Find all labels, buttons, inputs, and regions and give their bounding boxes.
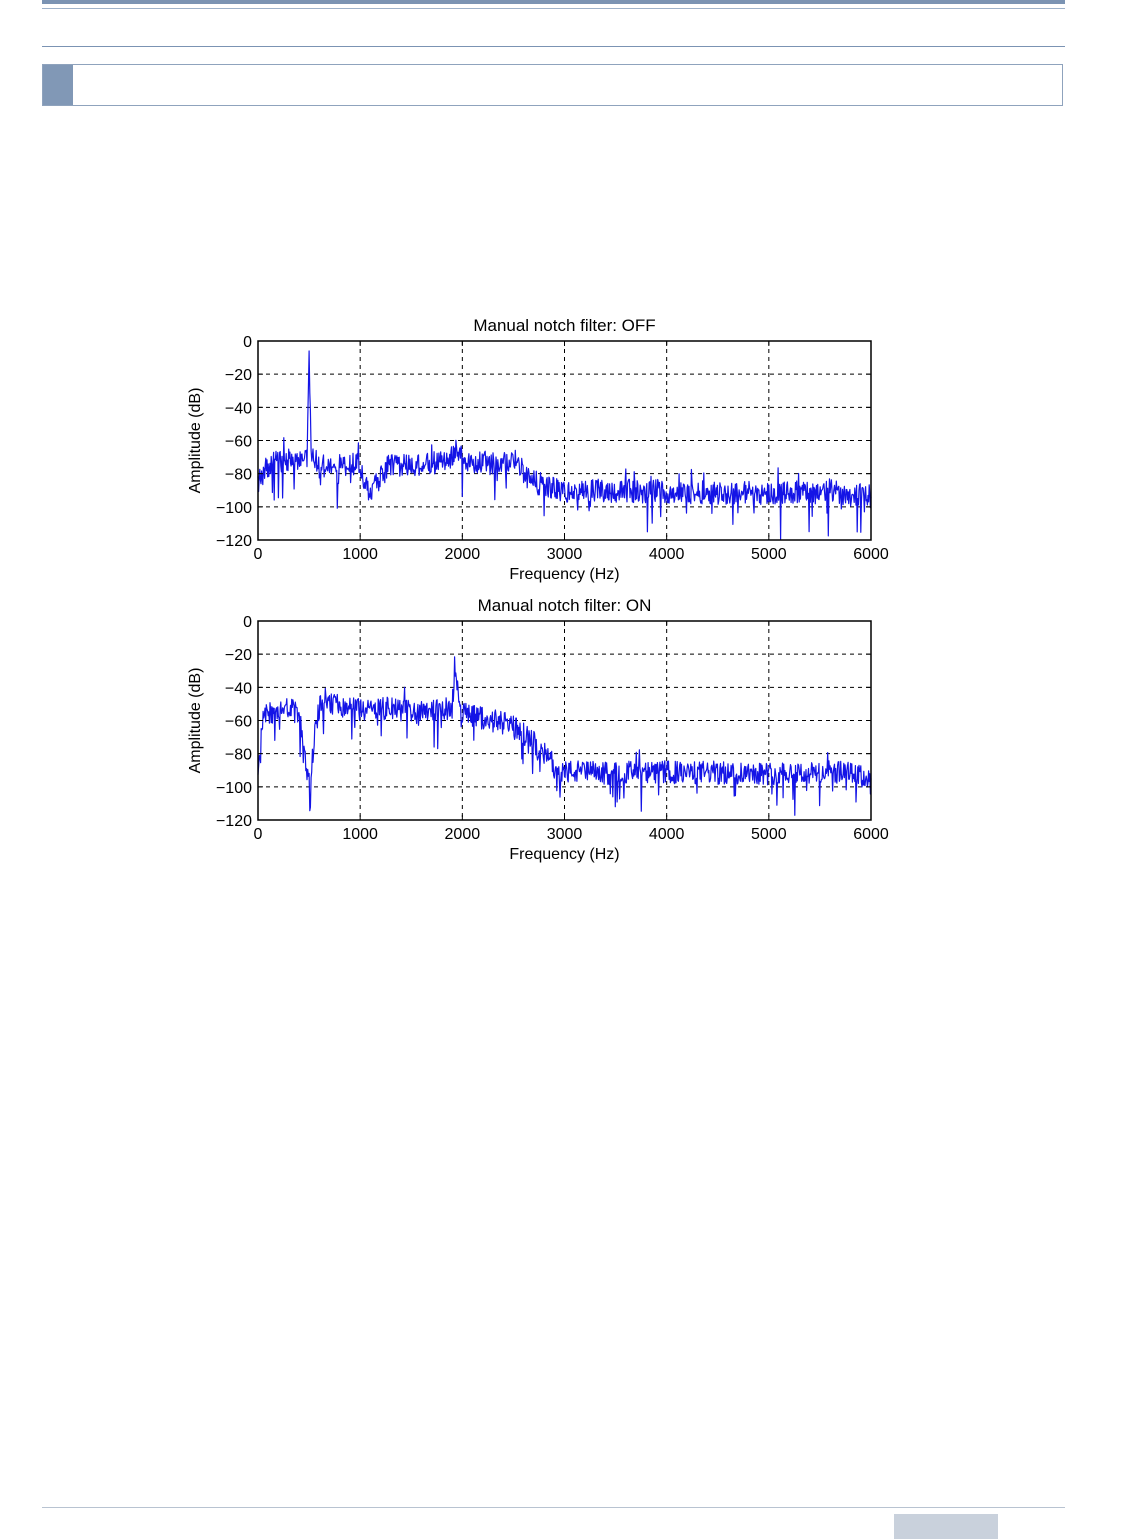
y-tick-label: −100	[216, 500, 252, 517]
x-axis-label: Frequency (Hz)	[509, 846, 619, 863]
section-heading-box	[42, 64, 1063, 106]
x-tick-label: 6000	[853, 826, 889, 843]
y-tick-label: −120	[216, 533, 252, 550]
y-tick-label: −20	[225, 647, 252, 664]
chart-title: Manual notch filter: ON	[478, 596, 652, 615]
y-axis-label: Amplitude (dB)	[187, 388, 204, 494]
x-tick-label: 3000	[547, 826, 583, 843]
series-line	[257, 656, 872, 816]
y-tick-label: 0	[243, 614, 252, 631]
y-tick-label: 0	[243, 334, 252, 351]
x-tick-label: 2000	[445, 546, 481, 563]
y-tick-label: −60	[225, 714, 252, 731]
chart-panel-0: Manual notch filter: OFF 0 1000 2000 3000 400…	[187, 316, 889, 583]
y-tick-label: −60	[225, 434, 252, 451]
y-tick-label: −100	[216, 780, 252, 797]
y-tick-label: −40	[225, 680, 252, 697]
header-rule	[42, 46, 1065, 47]
x-tick-label: 5000	[751, 546, 787, 563]
top-rule	[42, 0, 1065, 4]
x-tick-label: 5000	[751, 826, 787, 843]
x-tick-label: 0	[254, 546, 263, 563]
x-tick-label: 4000	[649, 826, 685, 843]
notch-filter-figure: Manual notch filter: OFF 0 1000 2000 3000 400…	[187, 316, 889, 863]
y-tick-label: −20	[225, 367, 252, 384]
y-tick-label: −80	[225, 467, 252, 484]
y-axis-label: Amplitude (dB)	[187, 668, 204, 774]
x-tick-label: 1000	[342, 826, 378, 843]
y-tick-label: −120	[216, 813, 252, 830]
top-rule-thin	[42, 8, 1065, 9]
footer-page-tab	[894, 1514, 998, 1539]
section-marker	[43, 65, 73, 105]
x-tick-label: 1000	[342, 546, 378, 563]
chart-panel-1: Manual notch filter: ON 0 1000 2000 3000 4000…	[187, 596, 889, 863]
footer-rule	[42, 1507, 1065, 1508]
chart-title: Manual notch filter: OFF	[473, 316, 655, 335]
x-tick-label: 3000	[547, 546, 583, 563]
y-tick-label: −40	[225, 400, 252, 417]
series-line	[257, 350, 872, 540]
x-axis-label: Frequency (Hz)	[509, 566, 619, 583]
x-tick-label: 6000	[853, 546, 889, 563]
x-tick-label: 0	[254, 826, 263, 843]
x-tick-label: 4000	[649, 546, 685, 563]
y-tick-label: −80	[225, 747, 252, 764]
x-tick-label: 2000	[445, 826, 481, 843]
